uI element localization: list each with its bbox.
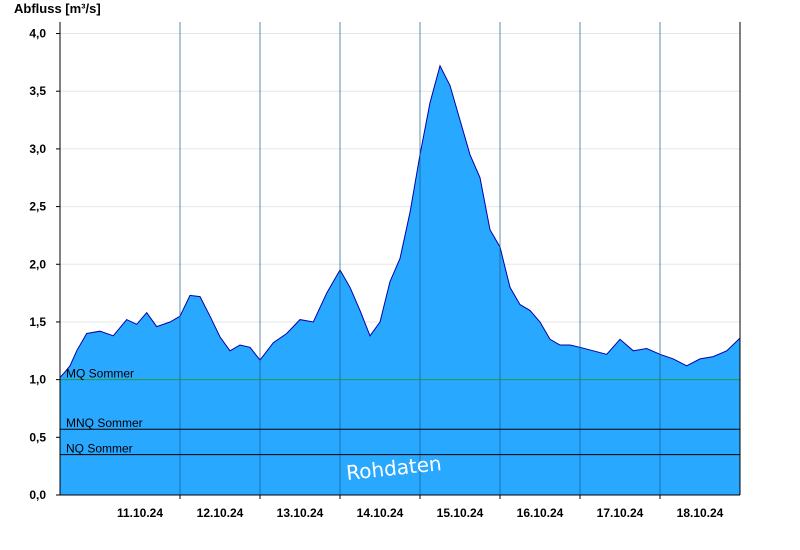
reference-lines: MQ Sommer MNQ Sommer NQ Sommer bbox=[60, 367, 740, 456]
x-tick-label-3: 14.10.24 bbox=[357, 506, 404, 520]
x-tick-label-1: 12.10.24 bbox=[197, 506, 244, 520]
ref-label-1: MNQ Sommer bbox=[66, 416, 143, 430]
y-ticks: 0,0 0,5 1,0 1,5 2,0 2,5 3,0 3,5 4,0 bbox=[29, 27, 60, 502]
ref-label-0: MQ Sommer bbox=[66, 367, 134, 381]
y-tick-label-0: 0,0 bbox=[29, 488, 46, 502]
y-tick-label-2: 1,0 bbox=[29, 373, 46, 387]
series-line bbox=[59, 64, 741, 378]
x-tick-label-6: 17.10.24 bbox=[597, 506, 644, 520]
y-tick-label-1: 0,5 bbox=[29, 430, 46, 444]
y-tick-label-8: 4,0 bbox=[29, 27, 46, 41]
y-tick-label-3: 1,5 bbox=[29, 315, 46, 329]
y-tick-label-5: 2,5 bbox=[29, 200, 46, 214]
y-tick-label-6: 3,0 bbox=[29, 142, 46, 156]
x-tick-label-5: 16.10.24 bbox=[517, 506, 564, 520]
y-tick-label-4: 2,0 bbox=[29, 257, 46, 271]
x-tick-label-7: 18.10.24 bbox=[677, 506, 724, 520]
x-tick-label-0: 11.10.24 bbox=[117, 506, 163, 520]
series-area bbox=[60, 65, 740, 496]
y-tick-label-7: 3,5 bbox=[29, 84, 46, 98]
x-tick-label-2: 13.10.24 bbox=[277, 506, 324, 520]
ref-label-2: NQ Sommer bbox=[66, 442, 133, 456]
x-tick-label-4: 15.10.24 bbox=[437, 506, 484, 520]
y-axis-label: Abfluss [m³/s] bbox=[14, 1, 101, 16]
area-layer bbox=[59, 64, 741, 496]
x-ticks: 11.10.24 12.10.24 13.10.24 14.10.24 15.10.24… bbox=[117, 495, 724, 520]
axes bbox=[59, 22, 741, 496]
day-separators bbox=[179, 22, 661, 495]
